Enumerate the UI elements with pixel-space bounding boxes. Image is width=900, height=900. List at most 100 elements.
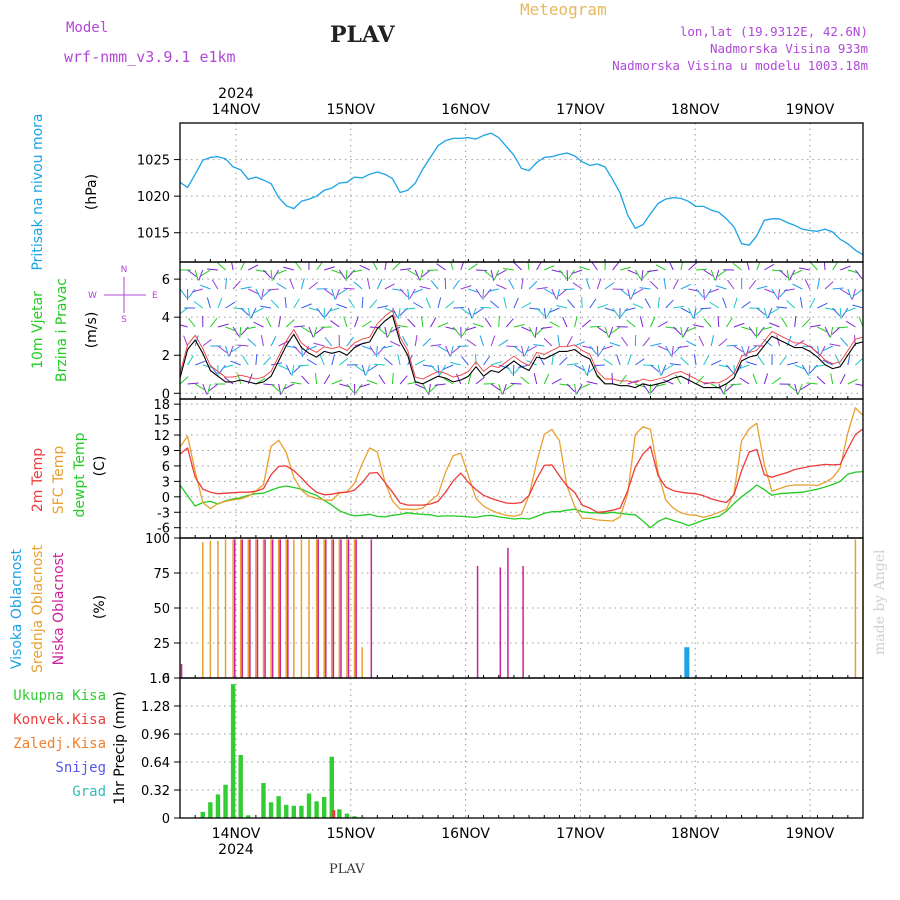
cloud-bar-mid bbox=[323, 539, 325, 678]
cloud-bar-mid bbox=[854, 539, 857, 678]
wind-barb bbox=[767, 307, 773, 319]
precip-legend-item: Grad bbox=[72, 784, 106, 800]
wind-barb bbox=[566, 362, 578, 366]
wind-barb bbox=[543, 373, 550, 385]
wind-barb bbox=[536, 262, 542, 271]
wind-barb bbox=[300, 278, 305, 290]
wind-barb bbox=[566, 383, 576, 393]
wind-barb bbox=[313, 342, 325, 347]
wind-barb bbox=[799, 297, 803, 309]
cloud-bar-mid bbox=[247, 539, 250, 678]
wind-barb bbox=[746, 361, 757, 366]
wind-barb bbox=[536, 286, 548, 290]
wind-barb bbox=[769, 307, 780, 315]
wind-barb bbox=[361, 320, 372, 328]
wind-barb bbox=[589, 325, 601, 328]
wind-barb bbox=[695, 375, 705, 385]
wind-barb bbox=[505, 318, 514, 328]
cloud-bar-mid bbox=[300, 539, 303, 678]
wind-ylabel-1: 10m Vjetar bbox=[30, 291, 46, 369]
wind-barb bbox=[483, 355, 491, 366]
wind-barb bbox=[616, 354, 621, 366]
elevation-label: Nadmorska Visina 933m bbox=[709, 41, 868, 56]
temp-ylabel-sfc: SFC Temp bbox=[51, 446, 67, 515]
cloud-bar-mid bbox=[346, 539, 348, 678]
x-bottom-label: 14NOV bbox=[212, 826, 261, 842]
wind-barb bbox=[482, 288, 485, 301]
wind-barb bbox=[620, 307, 629, 317]
wind-barb bbox=[419, 285, 431, 290]
wind-barb bbox=[324, 337, 333, 347]
wind-ylabel-2: Brzina i Pravac bbox=[54, 278, 70, 382]
wind-speed-line bbox=[179, 314, 864, 389]
precip-legend-item: Zaledj.Kisa bbox=[13, 736, 106, 752]
y-tick-label: 0.96 bbox=[141, 728, 170, 743]
wind-barb bbox=[635, 358, 645, 366]
wind-barb bbox=[316, 307, 324, 317]
wind-barb bbox=[657, 345, 669, 351]
wind-barb bbox=[801, 318, 811, 328]
wind-barb bbox=[559, 269, 567, 279]
footer-station: PLAV bbox=[329, 862, 365, 877]
wind-barb bbox=[692, 324, 704, 328]
wind-barb bbox=[718, 338, 728, 347]
wind-barb bbox=[294, 262, 302, 271]
wind-barb bbox=[285, 364, 292, 376]
wind-barb bbox=[851, 288, 856, 300]
wind-barb bbox=[855, 383, 863, 386]
wind-barb bbox=[498, 339, 509, 347]
wind-barb bbox=[381, 345, 393, 349]
wind-barb bbox=[642, 383, 650, 394]
wind-barb bbox=[180, 288, 188, 299]
wind-barb bbox=[456, 373, 462, 385]
wind-barb bbox=[576, 383, 583, 394]
wind-barb bbox=[422, 383, 429, 394]
wind-barb bbox=[626, 319, 636, 328]
wind-barb bbox=[604, 326, 610, 338]
wind-barb bbox=[421, 316, 424, 328]
wind-barb bbox=[568, 269, 576, 280]
wind-barb bbox=[715, 285, 727, 290]
wind-barb bbox=[845, 320, 856, 328]
wind-barb bbox=[237, 344, 249, 347]
wind-barb bbox=[647, 269, 659, 273]
wind-barb bbox=[520, 376, 530, 385]
wind-barb bbox=[556, 305, 568, 309]
cloud-bar-mid bbox=[202, 542, 204, 678]
wind-barb bbox=[355, 383, 363, 394]
wind-barb bbox=[253, 321, 264, 328]
y-tick-label: -6 bbox=[157, 522, 170, 537]
wind-barb bbox=[231, 345, 241, 353]
precip-bar-total bbox=[261, 783, 266, 818]
wind-barb bbox=[602, 345, 613, 351]
wind-barb bbox=[369, 299, 378, 309]
wind-barb bbox=[237, 373, 242, 385]
wind-barb bbox=[669, 363, 681, 366]
wind-barb bbox=[665, 299, 674, 309]
wind-barb bbox=[496, 269, 507, 276]
wind-barb bbox=[779, 269, 788, 278]
precip-legend-item: Snijeg bbox=[55, 760, 106, 776]
wind-barb bbox=[597, 303, 608, 309]
wind-barb bbox=[832, 307, 841, 317]
wind-barb bbox=[572, 282, 583, 290]
wind-barb bbox=[836, 326, 848, 329]
wind-barb bbox=[830, 326, 834, 338]
wind-barb bbox=[521, 278, 524, 290]
cloud-bar-mid bbox=[285, 539, 287, 678]
wind-barb bbox=[627, 354, 632, 366]
wind-barb bbox=[270, 362, 282, 366]
precip-bar-total bbox=[223, 784, 228, 818]
wind-barb bbox=[862, 384, 863, 385]
wind-barb bbox=[270, 383, 280, 392]
wind-barb bbox=[336, 303, 348, 309]
wind-barb bbox=[247, 307, 251, 319]
wind-barb bbox=[682, 326, 689, 337]
x-top-year: 2024 bbox=[218, 86, 254, 102]
wind-barb bbox=[589, 298, 597, 309]
wind-barb bbox=[250, 307, 257, 319]
wind-barb bbox=[730, 383, 742, 386]
wind-barb bbox=[498, 315, 500, 328]
precip-bar-total bbox=[200, 811, 205, 818]
wind-barb bbox=[467, 373, 472, 385]
